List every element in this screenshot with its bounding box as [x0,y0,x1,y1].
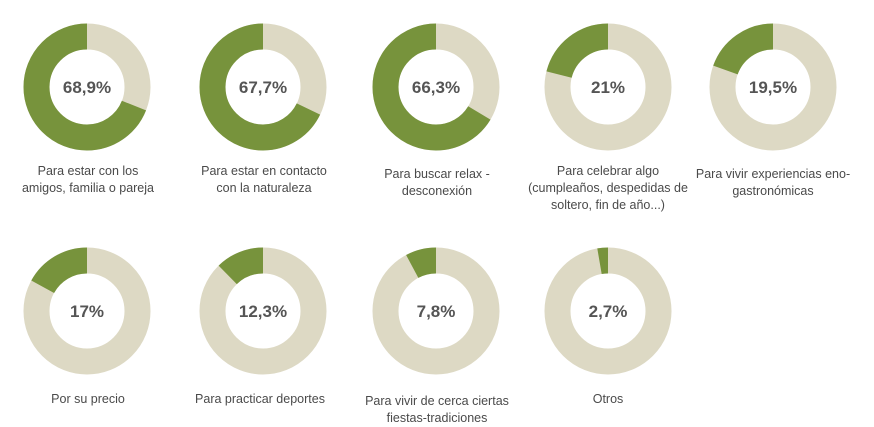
value-arc [709,23,837,151]
donut-chart: 21% [544,23,672,151]
category-label: Otros [592,392,624,406]
category-label: Para vivir experiencias eno- gastronómic… [695,167,851,198]
percentage-label: 2,7% [589,302,628,321]
donut-chart: 66,3% [372,23,500,151]
percentage-label: 66,3% [412,78,460,97]
percentage-label: 21% [591,78,625,97]
value-arc [372,247,500,375]
value-arc [372,23,500,151]
percentage-label: 19,5% [749,78,797,97]
percentage-label: 12,3% [239,302,287,321]
category-label: Para practicar deportes [195,392,325,406]
category-label: Para estar con los amigos, familia o par… [21,164,154,195]
category-label: Para buscar relax - desconexión [384,167,490,198]
value-arc [23,23,151,151]
value-arc [199,23,327,151]
value-arc [544,247,672,375]
donut-chart: 17% [23,247,151,375]
percentage-label: 17% [70,302,104,321]
donut-chart: 67,7% [199,23,327,151]
category-label: Para vivir de cerca ciertas fiestas-trad… [365,394,509,425]
donut-chart: 12,3% [199,247,327,375]
category-label: Por su precio [51,392,125,406]
percentage-label: 67,7% [239,78,287,97]
percentage-label: 68,9% [63,78,111,97]
category-label: Para estar en contacto con la naturaleza [201,164,327,195]
value-arc [23,247,151,375]
percentage-label: 7,8% [417,302,456,321]
value-arc [544,23,672,151]
donut-chart: 68,9% [23,23,151,151]
donut-chart: 7,8% [372,247,500,375]
value-arc [199,247,327,375]
donut-chart: 19,5% [709,23,837,151]
category-label: Para celebrar algo (cumpleaños, despedid… [528,164,688,212]
donut-chart: 2,7% [544,247,672,375]
